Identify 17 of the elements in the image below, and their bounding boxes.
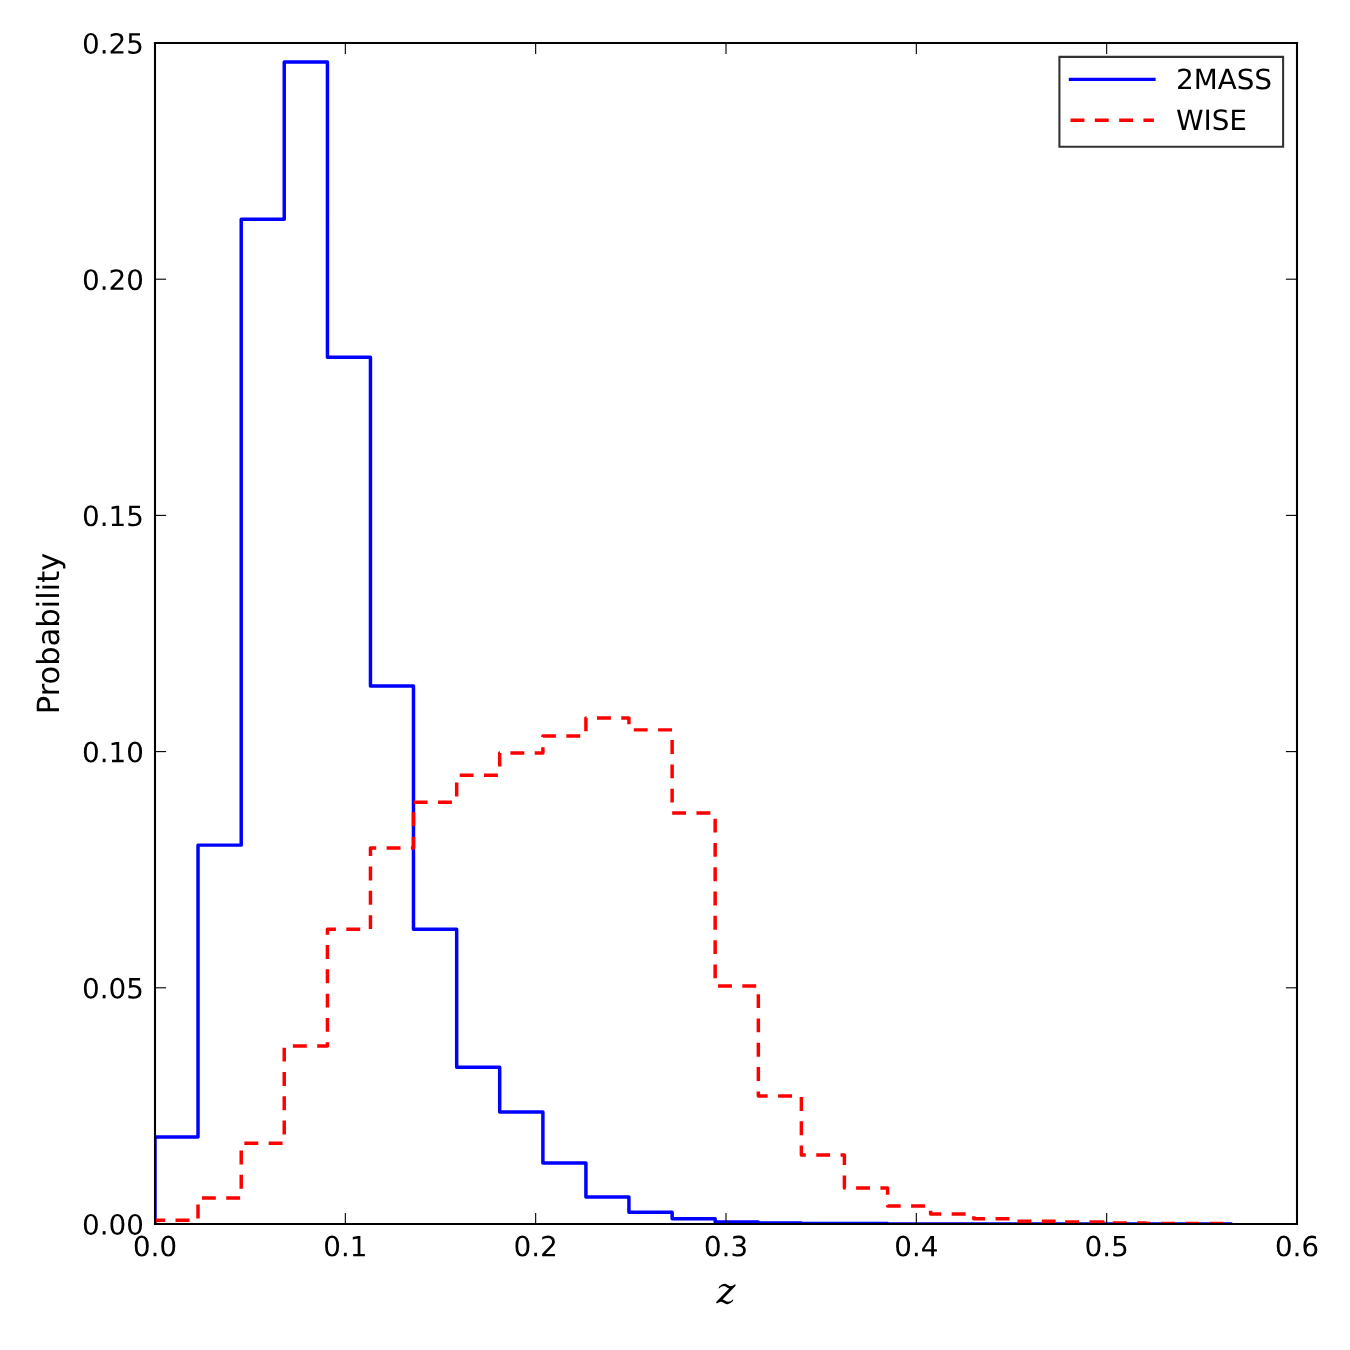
x-tick-label: 0.5 (1086, 1235, 1127, 1257)
y-axis-title: Probability (35, 553, 66, 712)
y-tick-label: 0.00 (83, 1213, 143, 1235)
legend-label: WISE (1177, 109, 1246, 131)
x-tick-label: 0.4 (896, 1235, 937, 1257)
legend-label: 2MASS (1178, 68, 1271, 90)
y-tick-label: 0.10 (83, 741, 143, 763)
x-tick-label: 0.3 (705, 1235, 746, 1257)
x-tick-label: 0.0 (134, 1235, 176, 1257)
y-tick-label: 0.25 (83, 32, 142, 54)
y-tick-label: 0.15 (83, 505, 142, 527)
x-tick-label: 0.6 (1276, 1235, 1318, 1257)
x-axis-title: z (716, 1283, 736, 1305)
y-tick-label: 0.05 (83, 977, 142, 999)
y-tick-label: 0.20 (83, 269, 143, 291)
x-tick-label: 0.2 (515, 1235, 555, 1257)
x-tick-label: 0.1 (325, 1235, 365, 1257)
